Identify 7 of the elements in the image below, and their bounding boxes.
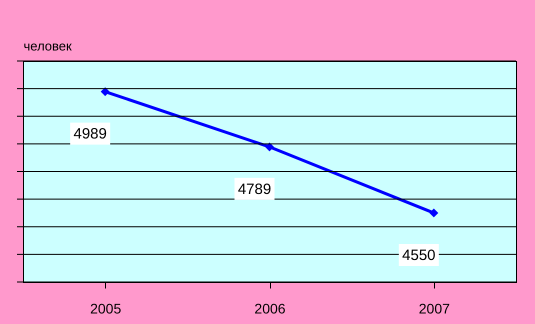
- x-tick-label: 2006: [254, 300, 286, 316]
- x-tick-label: 2007: [418, 300, 450, 316]
- data-label: 4550: [402, 246, 436, 264]
- x-tick-label: 2005: [90, 300, 122, 316]
- y-axis-title: человек: [24, 38, 72, 54]
- data-label: 4989: [73, 126, 107, 143]
- data-label: 4789: [238, 180, 272, 198]
